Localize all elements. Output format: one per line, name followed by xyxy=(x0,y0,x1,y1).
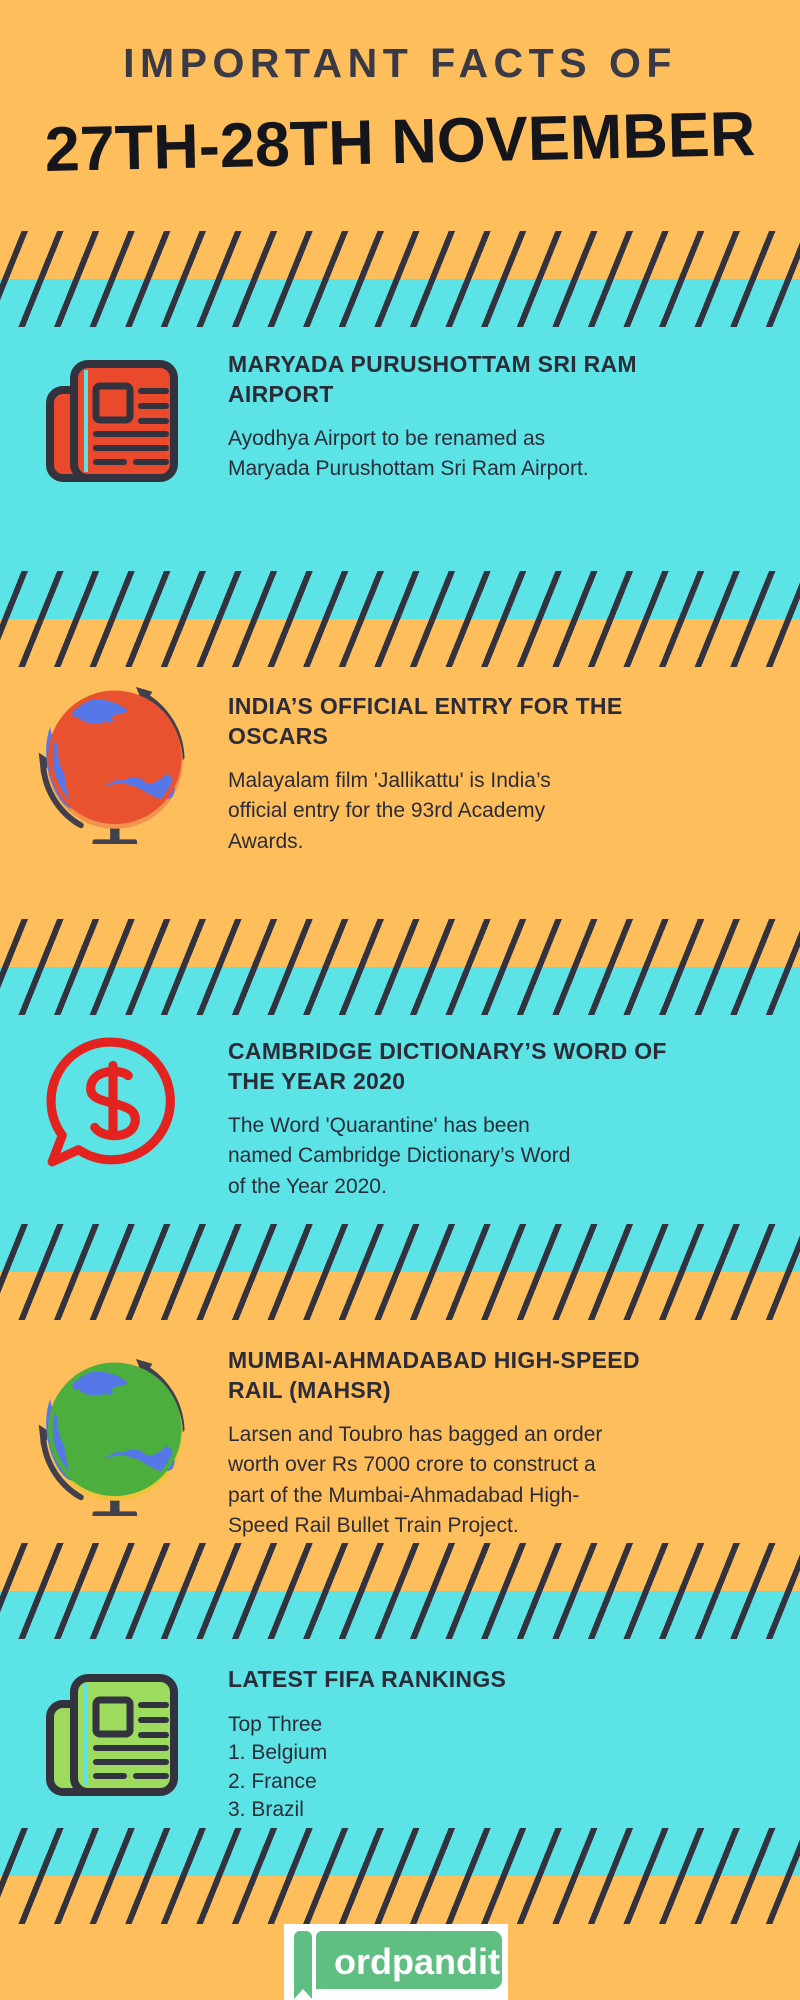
svg-text:ordpandit: ordpandit xyxy=(334,1941,500,1982)
